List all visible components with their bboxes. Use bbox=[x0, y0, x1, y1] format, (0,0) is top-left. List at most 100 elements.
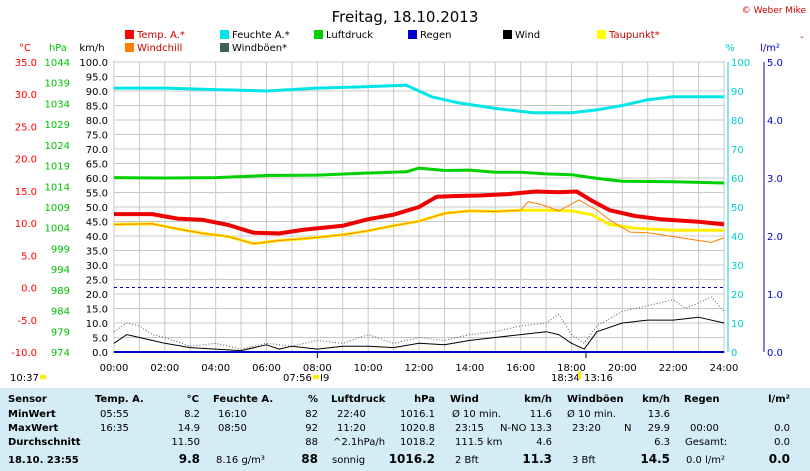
wind-tick-label: 35.0 bbox=[86, 247, 108, 258]
wind-tick-label: 15.0 bbox=[86, 305, 108, 316]
stats-pressure-value: 1018.2 bbox=[400, 437, 435, 448]
copyright-label: © Weber Mike bbox=[742, 6, 807, 16]
stats-wind-desc: Ø 10 min. bbox=[452, 409, 501, 420]
pressure-tick-label: 1029 bbox=[45, 120, 70, 131]
humidity-tick-label: 80 bbox=[731, 116, 744, 127]
legend-label: Windböen* bbox=[232, 43, 287, 54]
x-tick-label: 24:00 bbox=[710, 363, 739, 374]
stats-header-sensor: Sensor bbox=[8, 394, 47, 405]
x-tick-label: 20:00 bbox=[608, 363, 637, 374]
rain-tick-label: 1.0 bbox=[767, 290, 783, 301]
tick-labels: 35.0 30.0 25.0 20.0 15.0 10.0 5.0 0.0 -5.0 -10.0 1… bbox=[11, 58, 783, 374]
x-tick-label: 10:00 bbox=[354, 363, 383, 374]
wind-tick-label: 25.0 bbox=[86, 276, 108, 287]
wind-tick-label: 85.0 bbox=[86, 102, 108, 113]
temp-unit-label: °C bbox=[19, 43, 31, 54]
stats-temp-current: 9.8 bbox=[178, 452, 200, 466]
sunrise-extra-label: I9 bbox=[320, 373, 329, 384]
stats-header-wind-unit: km/h bbox=[524, 394, 552, 405]
stats-gust-desc: 23:20 bbox=[572, 423, 601, 434]
series-line-windb-en bbox=[113, 296, 725, 350]
stats-header-pressure-unit: hPa bbox=[414, 394, 435, 405]
series-lines bbox=[113, 83, 725, 353]
stats-pressure-trend: ^2.1hPa/h bbox=[333, 437, 386, 448]
legend-label: Regen bbox=[420, 30, 452, 41]
stats-gust-current: 14.5 bbox=[640, 452, 670, 466]
x-tick-label: 04:00 bbox=[201, 363, 230, 374]
stats-humidity-value: 92 bbox=[305, 423, 318, 434]
stats-header-rain: Regen bbox=[684, 394, 720, 405]
rain-tick-label: 0.0 bbox=[767, 348, 783, 359]
stats-gust-value: 29.9 bbox=[647, 423, 670, 434]
temp-tick-label: 15.0 bbox=[15, 187, 37, 198]
wind-tick-label: 95.0 bbox=[86, 73, 108, 84]
stats-header-wind: Wind bbox=[450, 394, 479, 405]
stats-rain-current: 0.0 bbox=[768, 452, 790, 466]
weather-chart: Freitag, 18.10.2013 © Weber Mike Temp. A… bbox=[10, 6, 807, 384]
series-line-feuchte-a bbox=[114, 83, 724, 115]
wind-tick-label: 80.0 bbox=[86, 116, 108, 127]
humidity-tick-label: 50 bbox=[731, 203, 744, 214]
humidity-tick-label: 90 bbox=[731, 87, 744, 98]
stats-humidity-value: 82 bbox=[305, 409, 318, 420]
temp-tick-label: -5.0 bbox=[17, 316, 37, 327]
pressure-tick-label: 1019 bbox=[45, 162, 70, 173]
stats-row-label: MaxWert bbox=[8, 423, 59, 434]
stats-wind-desc: 23:15 bbox=[455, 423, 484, 434]
chart-legend: Temp. A.* Feuchte A.* Luftdruck Regen Wind Ta… bbox=[125, 30, 660, 54]
x-tick-label: 06:00 bbox=[252, 363, 281, 374]
stats-header-humidity-unit: % bbox=[307, 394, 318, 405]
pressure-tick-label: 979 bbox=[51, 327, 70, 338]
rain-unit-label: l/m² bbox=[760, 43, 780, 54]
stats-humidity-time: 08:50 bbox=[218, 423, 247, 434]
legend-swatch bbox=[220, 43, 229, 52]
wind-tick-label: 65.0 bbox=[86, 160, 108, 171]
legend-swatch bbox=[314, 30, 323, 39]
wind-tick-label: 55.0 bbox=[86, 189, 108, 200]
wind-tick-label: 30.0 bbox=[86, 261, 108, 272]
x-tick-label: 08:00 bbox=[303, 363, 332, 374]
stats-humidity-abs: 8.16 g/m³ bbox=[216, 455, 265, 466]
pressure-tick-label: 1004 bbox=[45, 224, 70, 235]
temp-tick-label: 30.0 bbox=[15, 90, 37, 101]
rain-tick-label: 3.0 bbox=[767, 174, 783, 185]
series-line-windchill bbox=[113, 199, 725, 245]
stats-wind-value: 11.6 bbox=[529, 409, 552, 420]
humidity-tick-label: 40 bbox=[731, 232, 744, 243]
legend-swatch bbox=[125, 43, 134, 52]
chart-title: Freitag, 18.10.2013 bbox=[332, 8, 479, 26]
humidity-tick-label: 0 bbox=[731, 348, 737, 359]
wind-tick-label: 90.0 bbox=[86, 87, 108, 98]
stats-wind-desc: 111.5 km bbox=[455, 437, 503, 448]
legend-label: Feuchte A.* bbox=[232, 30, 290, 41]
x-tick-label: 22:00 bbox=[659, 363, 688, 374]
x-tick-label: 16:00 bbox=[506, 363, 535, 374]
stats-pressure-value: 1020.8 bbox=[400, 423, 435, 434]
wind-tick-label: 50.0 bbox=[86, 203, 108, 214]
sunrise-time-label: 07:56 bbox=[283, 373, 312, 384]
humidity-tick-label: 10 bbox=[731, 319, 744, 330]
humidity-unit-label: % bbox=[725, 43, 735, 54]
stats-temp-time: 16:35 bbox=[100, 423, 129, 434]
temp-tick-label: 25.0 bbox=[15, 122, 37, 133]
stats-rain-value: 0.0 bbox=[774, 437, 790, 448]
sunset-time-label: 18:34 bbox=[551, 373, 580, 384]
sunrise-marker bbox=[313, 375, 319, 379]
stats-pressure-time: 11:20 bbox=[337, 423, 366, 434]
stats-pressure-value: 1016.1 bbox=[400, 409, 435, 420]
legend-label: Temp. A.* bbox=[136, 30, 185, 41]
temp-tick-label: 35.0 bbox=[15, 58, 37, 69]
pressure-tick-label: 1034 bbox=[45, 99, 70, 110]
legend-swatch bbox=[408, 30, 417, 39]
series-line-temp-a bbox=[114, 189, 725, 236]
x-tick-label: 14:00 bbox=[455, 363, 484, 374]
legend-swatch bbox=[125, 30, 134, 39]
stats-humidity-current: 88 bbox=[301, 452, 318, 466]
stats-header-temp: Temp. A. bbox=[95, 394, 144, 405]
pressure-tick-label: 1014 bbox=[45, 182, 70, 193]
stats-rain-value: 0.0 bbox=[774, 423, 790, 434]
legend-label: Wind bbox=[515, 30, 540, 41]
humidity-tick-label: 70 bbox=[731, 145, 744, 156]
stats-humidity-time: 16:10 bbox=[218, 409, 247, 420]
stats-temp-value: 11.50 bbox=[171, 437, 200, 448]
